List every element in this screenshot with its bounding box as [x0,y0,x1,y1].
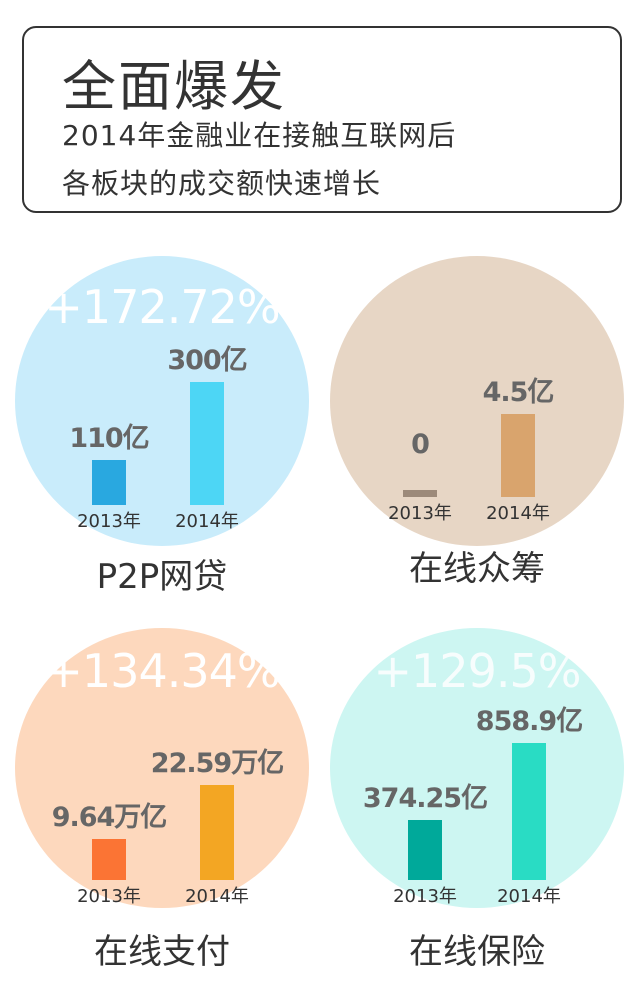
background-circle [15,628,309,908]
category-title: 在线支付 [94,932,230,972]
bar-2014 [200,785,234,880]
growth-percentage: +134.34% [44,644,280,698]
bar-2013 [92,459,126,505]
category-title: P2P网贷 [96,557,228,597]
background-circle [330,628,624,908]
value-label-2014: 4.5亿 [482,377,555,408]
bar-2013 [92,839,126,880]
bar-2014 [190,382,224,505]
year-label-2014: 2014年 [486,503,550,524]
year-label-2013: 2013年 [393,886,457,907]
value-label-2014: 858.9亿 [475,706,583,737]
background-circle [330,256,624,546]
bar-2013 [403,490,437,497]
category-title: 在线众筹 [409,549,545,589]
growth-percentage: +129.5% [373,644,582,698]
value-label-2013: 9.64万亿 [51,802,168,834]
subtitle-line-1: 2014年金融业在接触互联网后 [62,119,457,152]
value-label-2014: 300亿 [167,345,247,376]
bar-2013 [408,820,442,880]
year-label-2013: 2013年 [77,886,141,907]
value-label-2014: 22.59万亿 [150,748,284,779]
year-label-2014: 2014年 [185,886,249,907]
year-label-2014: 2014年 [497,886,561,907]
value-label-2013: 374.25亿 [362,783,488,815]
bar-2014 [512,743,546,880]
panel-online-payment: +134.34% 9.64万亿 22.59万亿 2013年 2014年 在线支付 [15,628,315,972]
growth-percentage: +172.72% [44,280,280,334]
value-label-2013: 0 [411,429,430,460]
year-label-2013: 2013年 [77,511,141,532]
panel-crowdfunding: 0 4.5亿 2013年 2014年 在线众筹 [330,256,630,596]
panel-p2p-lending: +172.72% 110亿 300亿 2013年 2014年 P2P网贷 [15,256,315,597]
background-circle [15,256,309,546]
page-title: 全面爆发 [62,55,286,118]
header-box: 全面爆发 2014年金融业在接触互联网后 各板块的成交额快速增长 [22,26,622,213]
subtitle-line-2: 各板块的成交额快速增长 [62,167,382,200]
bar-2014 [501,414,535,497]
year-label-2014: 2014年 [175,511,239,532]
category-title: 在线保险 [409,932,545,972]
panel-online-insurance: +129.5% 374.25亿 858.9亿 2013年 2014年 在线保险 [330,628,630,972]
year-label-2013: 2013年 [388,503,452,524]
value-label-2013: 110亿 [69,422,149,454]
